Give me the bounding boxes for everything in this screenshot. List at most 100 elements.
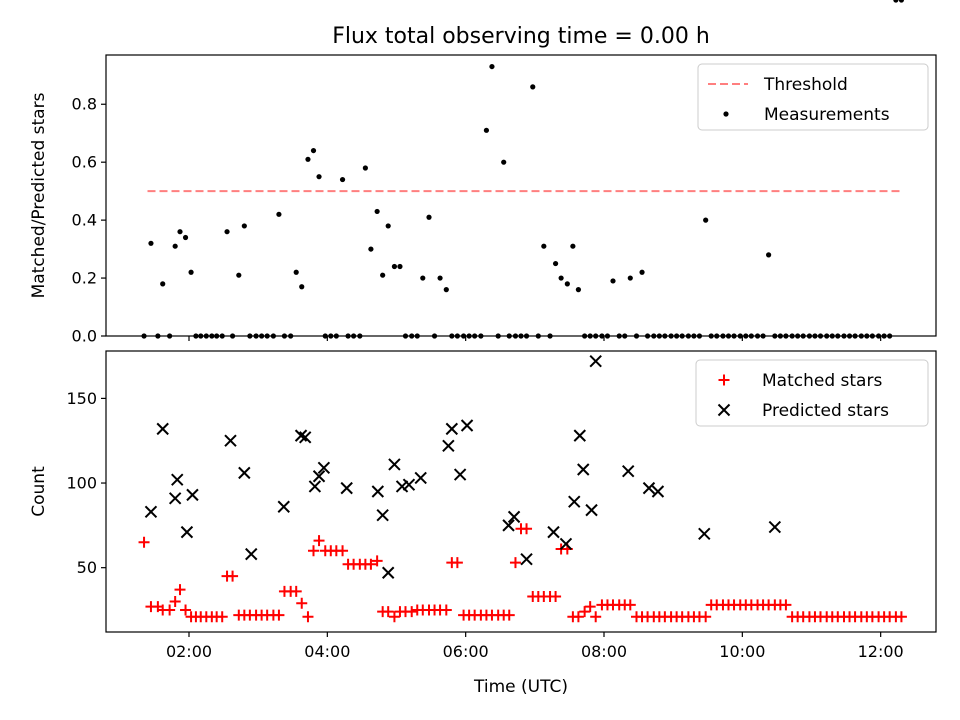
y-axis-label: Matched/Predicted stars bbox=[29, 92, 49, 298]
data-point bbox=[337, 545, 349, 557]
data-point bbox=[385, 223, 391, 229]
x-tick-label: 12:00 bbox=[858, 642, 904, 661]
legend: Matched stars Predicted stars bbox=[695, 359, 929, 427]
data-point bbox=[371, 555, 383, 567]
data-point bbox=[317, 461, 331, 475]
data-point bbox=[489, 63, 495, 70]
legend: Threshold Measurements bbox=[697, 63, 929, 131]
y-tick-label: 0.6 bbox=[72, 153, 97, 172]
data-point bbox=[558, 275, 564, 281]
data-point bbox=[298, 431, 312, 444]
data-point bbox=[313, 535, 325, 547]
series-matched-stars bbox=[138, 523, 907, 623]
data-point bbox=[550, 590, 562, 602]
legend-label: Threshold bbox=[763, 75, 848, 95]
data-point bbox=[698, 527, 711, 541]
data-point bbox=[402, 478, 416, 491]
data-point bbox=[388, 611, 400, 623]
data-point bbox=[148, 240, 154, 246]
data-point bbox=[186, 488, 199, 502]
x-tick-label: 10:00 bbox=[719, 642, 765, 661]
data-point bbox=[365, 558, 377, 570]
data-point bbox=[216, 611, 228, 623]
data-point bbox=[177, 229, 183, 235]
data-point bbox=[651, 485, 665, 498]
data-point bbox=[299, 284, 305, 290]
data-point bbox=[391, 263, 398, 270]
data-point bbox=[530, 84, 536, 90]
data-point bbox=[308, 545, 319, 557]
data-point bbox=[453, 468, 467, 481]
data-point bbox=[312, 470, 326, 483]
data-point bbox=[227, 570, 239, 582]
data-point bbox=[388, 458, 401, 471]
data-point bbox=[224, 434, 237, 447]
x-tick-label: 08:00 bbox=[581, 642, 627, 661]
data-point bbox=[575, 287, 582, 293]
data-point bbox=[442, 439, 455, 453]
data-point bbox=[624, 599, 636, 611]
data-point bbox=[174, 584, 186, 596]
plot-frame bbox=[105, 350, 937, 633]
chart-title: Flux total observing time = 0.00 h bbox=[332, 24, 710, 49]
data-point bbox=[589, 354, 602, 368]
y-tick-label: 0.0 bbox=[72, 327, 97, 346]
data-point bbox=[171, 473, 184, 486]
legend-marker bbox=[717, 403, 731, 417]
data-point bbox=[584, 601, 596, 613]
data-point bbox=[241, 223, 247, 229]
legend-box bbox=[697, 63, 929, 131]
data-point bbox=[503, 609, 515, 621]
data-point bbox=[573, 429, 586, 442]
legend-label: Matched stars bbox=[762, 371, 882, 391]
data-point bbox=[440, 604, 452, 616]
legend-marker bbox=[723, 111, 729, 117]
y-tick-label: 100 bbox=[66, 474, 97, 493]
data-point bbox=[276, 211, 282, 217]
data-point bbox=[568, 495, 581, 508]
data-point bbox=[426, 214, 432, 220]
data-point bbox=[164, 604, 176, 616]
data-point bbox=[293, 269, 299, 275]
data-point bbox=[156, 422, 169, 436]
x-tick-label: 02:00 bbox=[166, 642, 212, 661]
legend-box bbox=[695, 359, 929, 427]
data-point bbox=[564, 281, 570, 287]
data-point bbox=[380, 272, 386, 278]
data-point bbox=[703, 217, 709, 223]
y-tick-label: 50 bbox=[77, 558, 97, 577]
data-point bbox=[362, 165, 368, 171]
data-point bbox=[521, 523, 533, 535]
legend-label: Measurements bbox=[764, 105, 890, 125]
data-point bbox=[520, 553, 533, 566]
data-point bbox=[224, 229, 230, 235]
data-point bbox=[768, 520, 782, 534]
data-point bbox=[437, 275, 443, 281]
data-point bbox=[507, 510, 521, 524]
data-point bbox=[420, 275, 426, 281]
data-point bbox=[339, 176, 346, 183]
data-point bbox=[302, 611, 314, 623]
data-point bbox=[445, 422, 459, 436]
y-tick-label: 0.8 bbox=[72, 95, 97, 114]
data-point bbox=[172, 243, 178, 249]
data-point bbox=[585, 503, 598, 517]
data-point bbox=[340, 481, 353, 495]
top-panel: 0.0 0.2 0.4 0.6 0.8 Matched/Predicted stars Th… bbox=[29, 0, 937, 346]
data-point bbox=[559, 537, 573, 551]
data-point bbox=[381, 566, 395, 579]
series-predicted-stars bbox=[144, 354, 782, 579]
data-point bbox=[296, 597, 308, 609]
y-tick-label: 150 bbox=[66, 389, 97, 408]
data-point bbox=[501, 159, 507, 165]
data-point bbox=[382, 606, 394, 618]
legend-label: Predicted stars bbox=[762, 401, 889, 421]
data-point bbox=[290, 585, 302, 597]
data-point bbox=[316, 174, 322, 180]
data-point bbox=[579, 606, 591, 618]
x-tick-label: 06:00 bbox=[443, 642, 489, 661]
data-point bbox=[236, 272, 242, 278]
data-point bbox=[610, 278, 616, 284]
data-point bbox=[188, 269, 194, 275]
data-point bbox=[639, 269, 645, 275]
